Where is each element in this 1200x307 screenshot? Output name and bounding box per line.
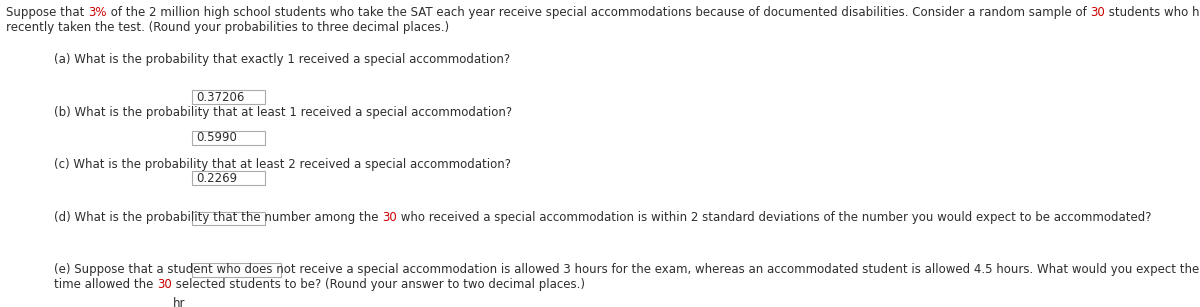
Text: selected students to be? (Round your answer to two decimal places.): selected students to be? (Round your ans… xyxy=(172,278,584,290)
Text: students who have: students who have xyxy=(1105,6,1200,19)
Text: hr: hr xyxy=(173,297,186,307)
FancyBboxPatch shape xyxy=(192,171,265,185)
Text: (a) What is the probability that exactly 1 received a special accommodation?: (a) What is the probability that exactly… xyxy=(54,53,510,66)
FancyBboxPatch shape xyxy=(192,263,281,277)
Text: 30: 30 xyxy=(383,211,397,223)
Text: 0.5990: 0.5990 xyxy=(197,131,238,144)
Text: of the 2 million high school students who take the SAT each year receive special: of the 2 million high school students wh… xyxy=(107,6,1090,19)
Text: (d) What is the probability that the number among the: (d) What is the probability that the num… xyxy=(54,211,383,223)
Text: recently taken the test. (Round your probabilities to three decimal places.): recently taken the test. (Round your pro… xyxy=(6,21,449,33)
Text: 3%: 3% xyxy=(88,6,107,19)
Text: Suppose that: Suppose that xyxy=(6,6,88,19)
Text: 30: 30 xyxy=(157,278,172,290)
FancyBboxPatch shape xyxy=(192,90,265,104)
Text: 0.2269: 0.2269 xyxy=(197,172,238,185)
Text: (b) What is the probability that at least 1 received a special accommodation?: (b) What is the probability that at leas… xyxy=(54,106,512,119)
FancyBboxPatch shape xyxy=(192,212,265,225)
FancyBboxPatch shape xyxy=(192,131,265,145)
Text: who received a special accommodation is within 2 standard deviations of the numb: who received a special accommodation is … xyxy=(397,211,1152,223)
Text: (e) Suppose that a student who does not receive a special accommodation is allow: (e) Suppose that a student who does not … xyxy=(54,263,1200,276)
Text: 30: 30 xyxy=(1090,6,1105,19)
Text: time allowed the: time allowed the xyxy=(54,278,157,290)
Text: (c) What is the probability that at least 2 received a special accommodation?: (c) What is the probability that at leas… xyxy=(54,158,511,171)
Text: 0.37206: 0.37206 xyxy=(197,91,245,104)
